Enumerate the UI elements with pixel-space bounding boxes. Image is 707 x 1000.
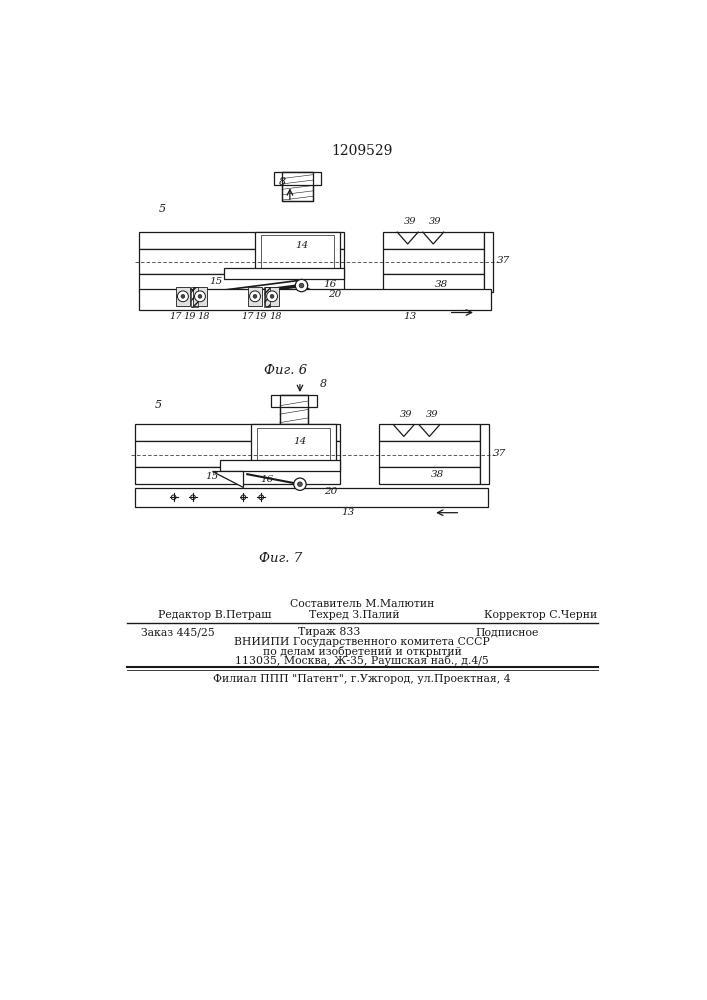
- Bar: [224, 268, 344, 279]
- Bar: [280, 395, 308, 424]
- Text: 13: 13: [341, 508, 355, 517]
- Bar: [379, 466, 480, 484]
- Text: Заказ 445/25: Заказ 445/25: [141, 627, 215, 637]
- Circle shape: [293, 478, 306, 490]
- Text: Подписное: Подписное: [476, 627, 539, 637]
- Text: Тираж 833: Тираж 833: [298, 627, 360, 637]
- Circle shape: [181, 294, 185, 298]
- Bar: [135, 466, 340, 484]
- Circle shape: [194, 291, 206, 302]
- Text: ВНИИПИ Государственного комитета СССР: ВНИИПИ Государственного комитета СССР: [234, 637, 490, 647]
- Text: Фиг. 6: Фиг. 6: [264, 364, 308, 377]
- Text: 38: 38: [434, 280, 448, 289]
- Text: Редактор В.Петраш: Редактор В.Петраш: [158, 610, 271, 620]
- Bar: [274, 172, 321, 185]
- Text: 39: 39: [429, 217, 442, 226]
- Bar: [255, 232, 340, 274]
- Text: Филиал ППП "Патент", г.Ужгород, ул.Проектная, 4: Филиал ППП "Патент", г.Ужгород, ул.Проек…: [213, 674, 510, 684]
- Text: 38: 38: [431, 470, 444, 479]
- Text: 39: 39: [404, 217, 416, 226]
- Bar: [176, 287, 190, 306]
- Bar: [484, 232, 493, 292]
- Text: 13: 13: [404, 312, 416, 321]
- Bar: [193, 287, 207, 306]
- Text: 37: 37: [493, 449, 506, 458]
- Text: по делам изобретений и открытий: по делам изобретений и открытий: [262, 646, 462, 657]
- Bar: [139, 274, 344, 292]
- Polygon shape: [212, 471, 243, 487]
- Bar: [383, 249, 484, 274]
- Bar: [135, 441, 340, 466]
- Text: 37: 37: [496, 256, 510, 265]
- Circle shape: [270, 294, 274, 298]
- Text: 19: 19: [255, 312, 267, 321]
- Bar: [379, 424, 480, 441]
- Bar: [280, 395, 308, 424]
- Circle shape: [299, 283, 304, 288]
- Text: 8: 8: [320, 379, 327, 389]
- Bar: [271, 395, 317, 407]
- Circle shape: [198, 294, 202, 298]
- Text: 5: 5: [155, 400, 162, 410]
- Circle shape: [250, 291, 260, 302]
- Bar: [139, 232, 344, 249]
- Text: 19: 19: [183, 312, 195, 321]
- Text: 15: 15: [209, 277, 223, 286]
- Text: 1209529: 1209529: [332, 144, 392, 158]
- Bar: [383, 274, 484, 292]
- Bar: [264, 287, 270, 307]
- Text: 17: 17: [241, 312, 254, 321]
- Text: 39: 39: [400, 410, 412, 419]
- Circle shape: [267, 291, 277, 302]
- Circle shape: [298, 482, 303, 487]
- Text: 16: 16: [260, 475, 273, 484]
- Text: Корректор С.Черни: Корректор С.Черни: [484, 610, 597, 620]
- Circle shape: [296, 279, 308, 292]
- Circle shape: [177, 291, 188, 302]
- Bar: [135, 488, 488, 507]
- Text: 18: 18: [269, 312, 281, 321]
- Bar: [261, 235, 334, 270]
- Bar: [282, 172, 313, 201]
- Bar: [139, 289, 491, 310]
- Text: 16: 16: [324, 280, 337, 289]
- Bar: [220, 460, 340, 471]
- Text: 113035, Москва, Ж-35, Раушская наб., д.4/5: 113035, Москва, Ж-35, Раушская наб., д.4…: [235, 655, 489, 666]
- Text: Техред З.Палий: Техред З.Палий: [309, 610, 400, 620]
- Bar: [265, 287, 279, 306]
- Text: 15: 15: [206, 472, 219, 481]
- Text: 18: 18: [197, 312, 210, 321]
- Bar: [248, 287, 262, 306]
- Text: 14: 14: [293, 437, 307, 446]
- Bar: [282, 172, 313, 201]
- Text: Составитель М.Малютин: Составитель М.Малютин: [290, 599, 434, 609]
- Text: Фиг. 7: Фиг. 7: [259, 552, 302, 565]
- Text: 20: 20: [325, 487, 337, 496]
- Bar: [379, 441, 480, 466]
- Bar: [192, 287, 198, 307]
- Text: 39: 39: [426, 410, 438, 419]
- Text: 20: 20: [328, 290, 341, 299]
- Circle shape: [253, 294, 257, 298]
- Bar: [383, 232, 484, 249]
- Bar: [139, 249, 344, 274]
- Text: 5: 5: [158, 204, 165, 214]
- Text: 14: 14: [295, 241, 308, 250]
- Bar: [251, 424, 337, 466]
- Text: 8: 8: [279, 177, 286, 187]
- Text: 17: 17: [169, 312, 182, 321]
- Bar: [135, 424, 340, 441]
- Bar: [480, 424, 489, 484]
- Bar: [257, 428, 330, 463]
